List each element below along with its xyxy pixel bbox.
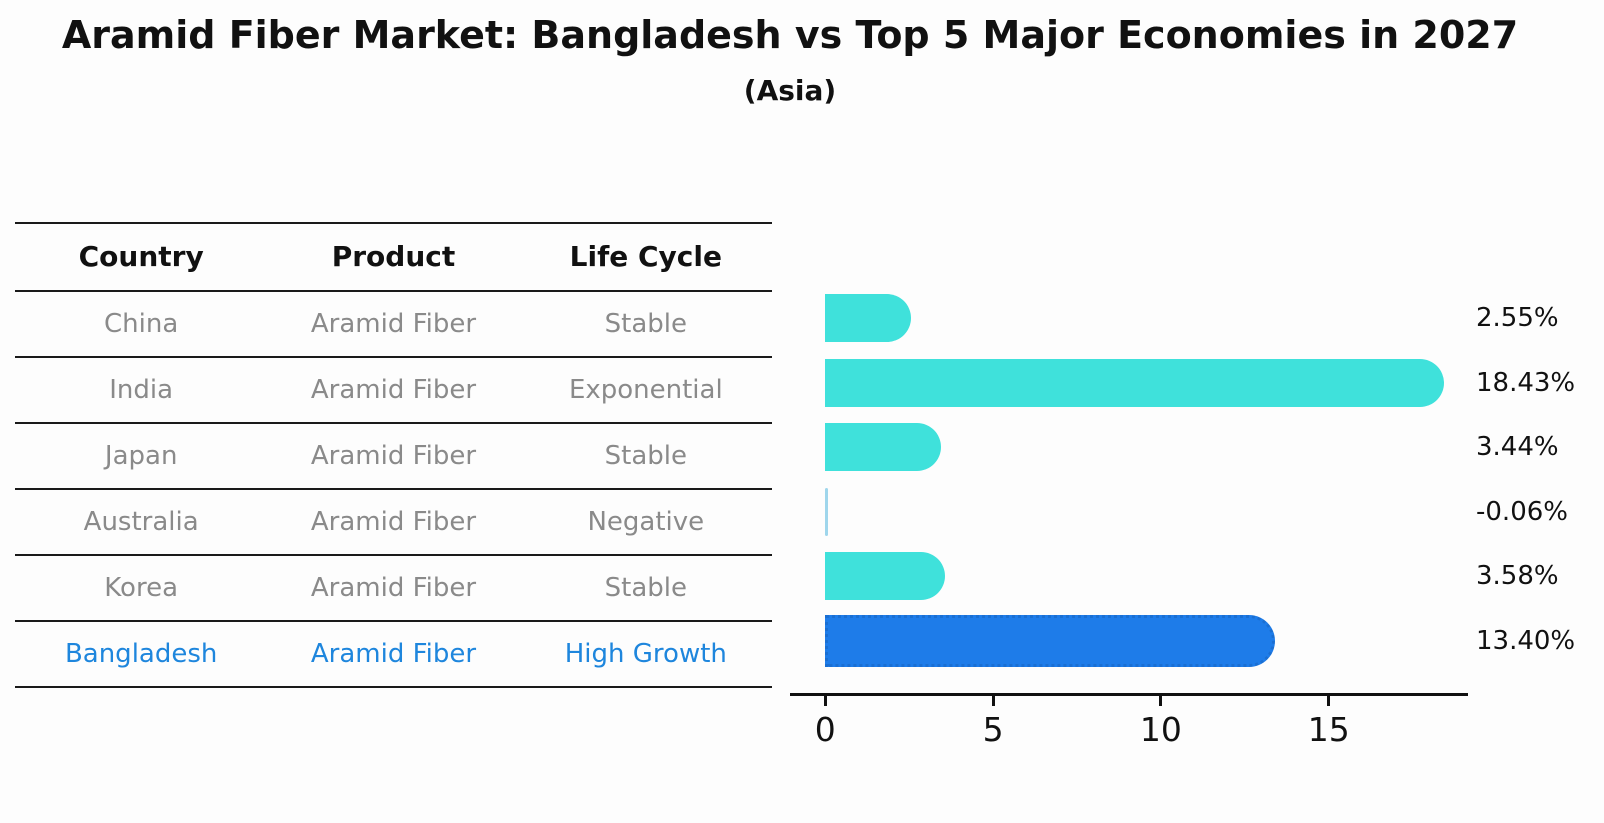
page-title: Aramid Fiber Market: Bangladesh vs Top 5… — [61, 13, 1519, 57]
cell-life-cycle: Negative — [587, 507, 705, 537]
bar-india — [825, 358, 1444, 407]
cell-life-cycle: Stable — [604, 441, 687, 471]
x-axis-tick-label: 15 — [1307, 710, 1350, 749]
cell-product: Aramid Fiber — [310, 507, 477, 537]
cell-product: Aramid Fiber — [310, 573, 477, 603]
value-label-bangladesh: 13.40% — [1476, 626, 1576, 656]
x-axis-tick — [991, 696, 995, 706]
value-label-australia: -0.06% — [1476, 496, 1568, 527]
x-axis-tick-label: 5 — [982, 710, 1004, 749]
value-label-china: 2.55% — [1476, 303, 1559, 333]
chart-header: Aramid Fiber Market: Bangladesh vs Top 5… — [0, 0, 1580, 107]
cell-country: Korea — [104, 573, 179, 603]
cell-product: Aramid Fiber — [310, 309, 477, 339]
page-subtitle: (Asia) — [743, 73, 837, 107]
bar-china — [825, 294, 911, 342]
table-header-row: Country Product Life Cycle — [15, 224, 772, 292]
value-label-korea: 3.58% — [1476, 561, 1559, 592]
bar-japan — [825, 423, 941, 472]
x-axis-tick — [1327, 696, 1331, 706]
cell-country: Japan — [104, 441, 178, 471]
bar-korea — [825, 552, 946, 601]
col-header-product: Product — [331, 240, 456, 273]
cell-product: Aramid Fiber — [310, 441, 477, 471]
x-axis-line — [790, 693, 1468, 696]
cell-country: India — [109, 375, 174, 405]
table-row: India Aramid Fiber Exponential — [15, 358, 772, 424]
cell-product: Aramid Fiber — [310, 639, 477, 669]
cell-life-cycle: Stable — [604, 309, 687, 339]
cell-life-cycle: Stable — [604, 573, 687, 603]
x-axis-tick-label: 10 — [1139, 710, 1182, 749]
table-row-bangladesh: Bangladesh Aramid Fiber High Growth — [15, 622, 772, 688]
bar-australia — [825, 487, 829, 536]
cell-life-cycle: High Growth — [564, 639, 727, 669]
x-axis-tick — [823, 696, 827, 706]
col-header-country: Country — [78, 240, 204, 273]
table-row: Australia Aramid Fiber Negative — [15, 490, 772, 556]
value-label-japan: 3.44% — [1476, 432, 1559, 463]
table-row: Japan Aramid Fiber Stable — [15, 424, 772, 490]
bar-chart: 2.55% 18.43% 3.44% -0.06% 3.58% 13.40% 0 5 10 15 — [790, 284, 1575, 749]
cell-country: Australia — [83, 507, 199, 537]
value-label-india: 18.43% — [1476, 367, 1576, 398]
country-table: Country Product Life Cycle China Aramid … — [15, 222, 772, 688]
cell-product: Aramid Fiber — [310, 375, 477, 405]
cell-country: Bangladesh — [64, 639, 218, 669]
table-row: Korea Aramid Fiber Stable — [15, 556, 772, 622]
cell-country: China — [104, 309, 179, 339]
x-axis-tick — [1159, 696, 1163, 706]
cell-life-cycle: Exponential — [568, 375, 723, 405]
x-axis-tick-label: 0 — [814, 710, 836, 749]
bar-bangladesh — [825, 615, 1275, 667]
table-row: China Aramid Fiber Stable — [15, 292, 772, 358]
col-header-life-cycle: Life Cycle — [569, 240, 722, 273]
